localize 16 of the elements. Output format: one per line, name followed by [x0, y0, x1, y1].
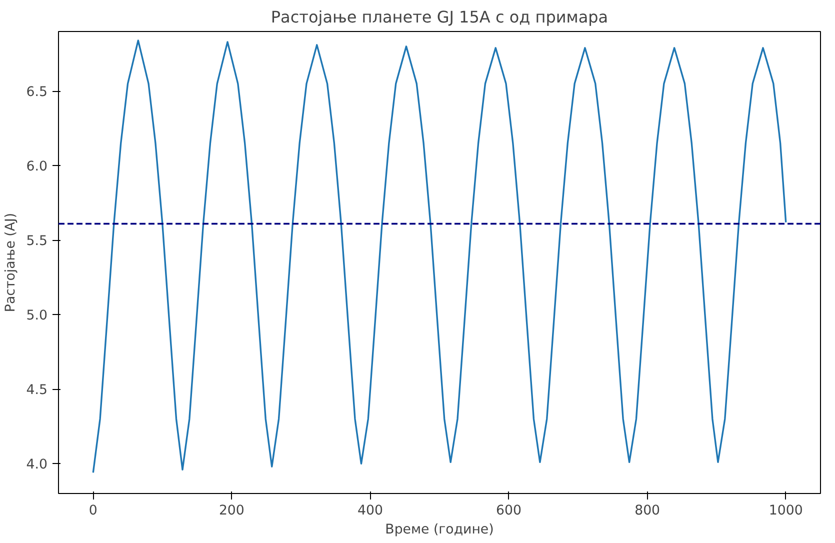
chart-title: Растојање планете GJ 15A c од примара [270, 8, 608, 26]
y-tick-label: 4.5 [26, 383, 48, 398]
x-axis-title: Време (године) [385, 522, 494, 538]
y-tick-label: 4.0 [26, 458, 48, 473]
y-tick-label: 5.5 [26, 234, 48, 250]
y-tick-label: 6.5 [26, 85, 48, 100]
x-tick-label: 800 [634, 504, 660, 518]
y-tick-label: 6.0 [26, 160, 48, 175]
y-axis-title: Растојање (AJ) [3, 212, 18, 312]
x-tick-label: 600 [496, 504, 522, 518]
line-series [92, 40, 787, 474]
x-tick-label: 400 [358, 504, 383, 518]
x-tick-label: 200 [218, 504, 244, 518]
x-tick-label: 0 [88, 504, 98, 518]
y-tick-label: 5.0 [26, 308, 48, 324]
x-tick-label: 1000 [768, 504, 803, 518]
